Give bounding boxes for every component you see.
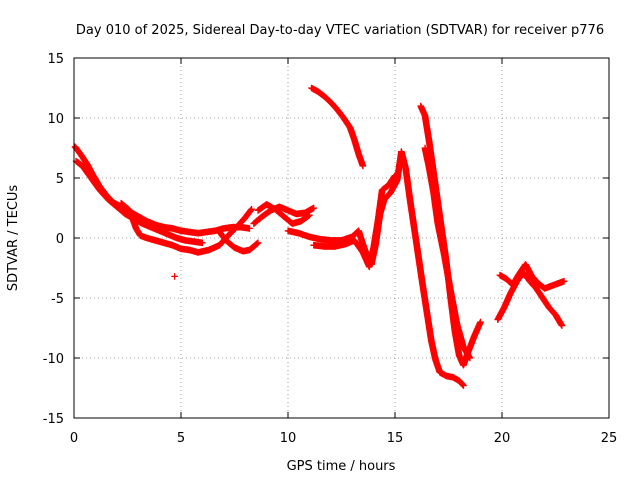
data-point bbox=[310, 204, 317, 212]
data-point bbox=[466, 354, 474, 362]
data-series bbox=[310, 172, 399, 271]
x-tick-label: 15 bbox=[387, 431, 404, 446]
x-tick-label: 0 bbox=[70, 431, 78, 446]
data-series bbox=[308, 84, 367, 170]
data-point bbox=[254, 239, 262, 247]
data-point bbox=[248, 205, 255, 213]
data-point bbox=[560, 277, 568, 285]
data-series bbox=[284, 148, 467, 389]
data-series bbox=[496, 261, 568, 292]
data-points bbox=[71, 84, 568, 389]
data-series bbox=[171, 273, 178, 280]
y-tick-label: -5 bbox=[51, 292, 64, 307]
y-tick-label: 10 bbox=[47, 112, 64, 127]
x-tick-label: 20 bbox=[494, 431, 511, 446]
data-series bbox=[254, 201, 313, 227]
data-series bbox=[216, 228, 262, 255]
data-point bbox=[460, 382, 467, 389]
y-tick-label: -10 bbox=[43, 352, 64, 367]
y-axis-label: SDTVAR / TECUs bbox=[6, 185, 21, 292]
data-point bbox=[477, 318, 484, 326]
y-tick-label: 5 bbox=[56, 172, 64, 187]
data-point bbox=[306, 211, 313, 219]
data-series bbox=[421, 144, 474, 362]
axis-ticks: 0 5 10 15 20 25 -15 -10 -5 0 5 10 15 bbox=[43, 52, 618, 446]
data-point bbox=[199, 239, 206, 247]
data-point bbox=[171, 273, 178, 280]
x-tick-label: 25 bbox=[601, 431, 618, 446]
x-axis-label: GPS time / hours bbox=[287, 459, 396, 474]
data-point bbox=[359, 162, 367, 170]
y-tick-label: 15 bbox=[47, 52, 64, 67]
data-point bbox=[246, 225, 253, 232]
y-tick-label: 0 bbox=[56, 232, 64, 247]
y-tick-label: -15 bbox=[43, 412, 64, 427]
plot-frame bbox=[73, 57, 610, 419]
data-point bbox=[391, 172, 399, 179]
chart-title: Day 010 of 2025, Sidereal Day-to-day VTE… bbox=[76, 23, 604, 38]
data-point bbox=[558, 322, 566, 329]
x-tick-label: 10 bbox=[280, 431, 297, 446]
data-series bbox=[250, 203, 317, 227]
x-tick-label: 5 bbox=[177, 431, 185, 446]
data-series bbox=[72, 157, 206, 247]
